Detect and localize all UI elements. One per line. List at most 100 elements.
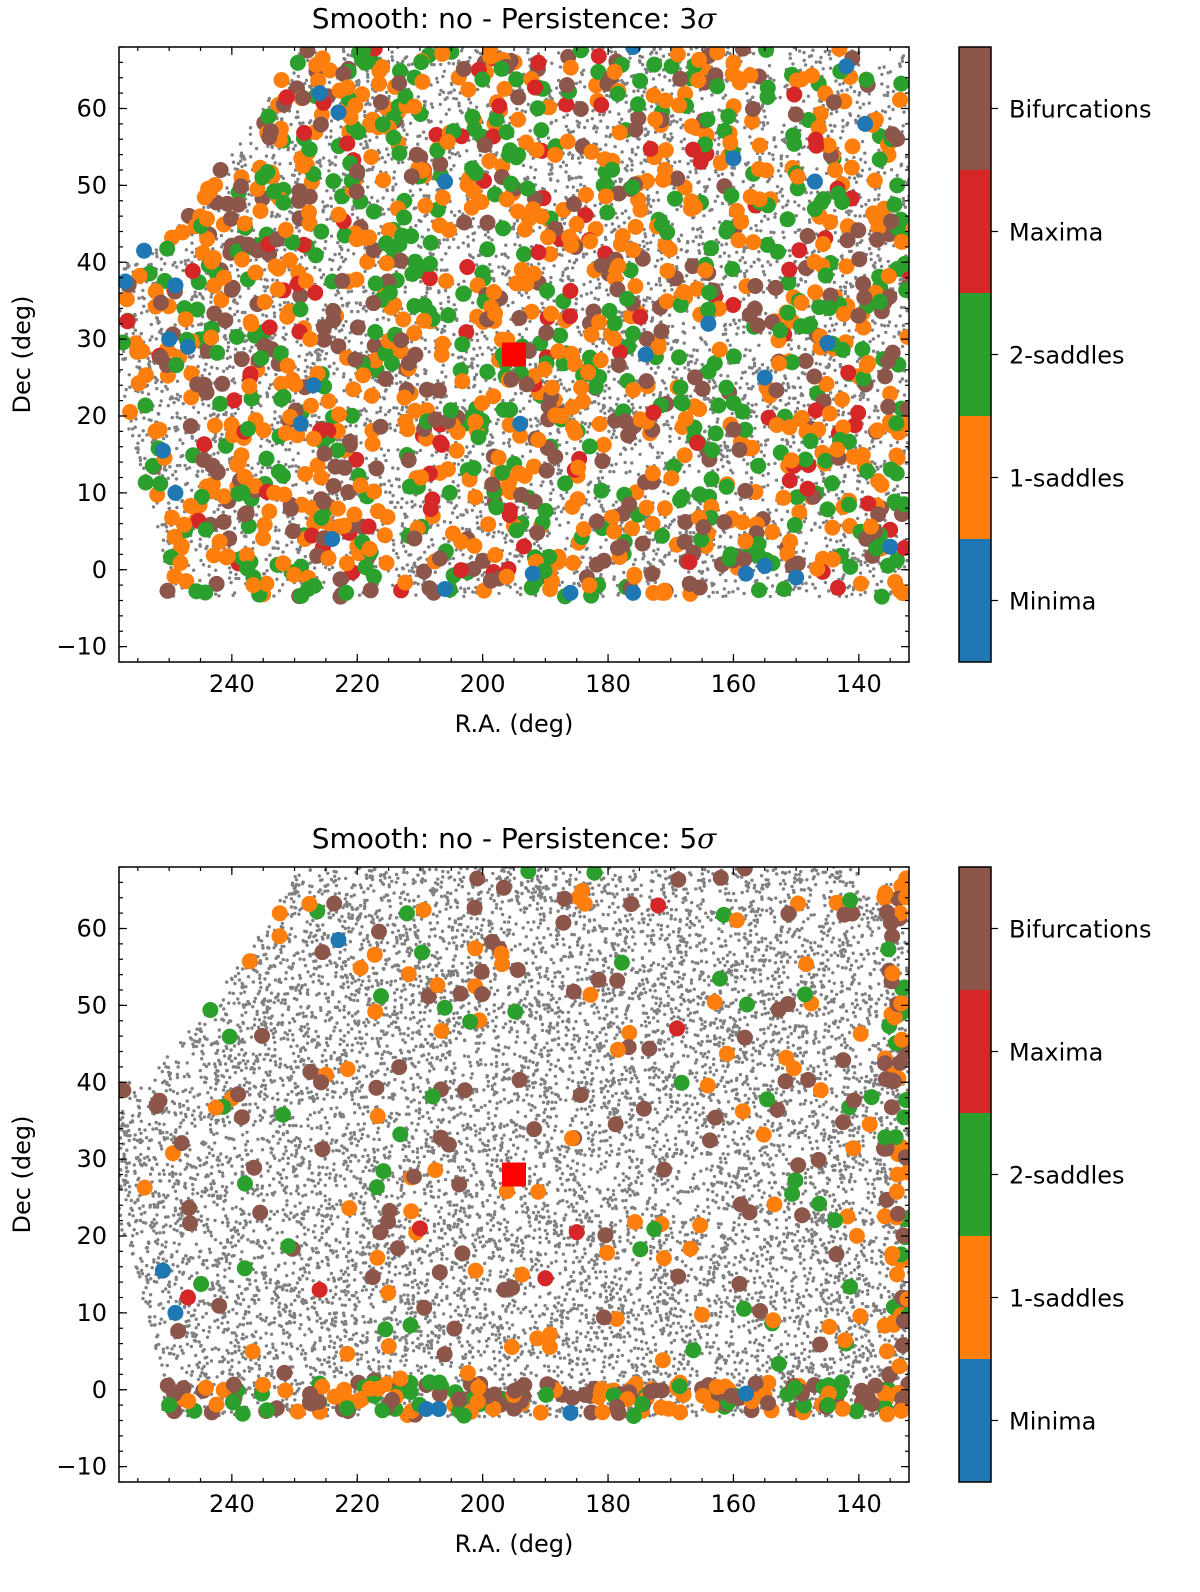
gas-point bbox=[392, 170, 397, 174]
gas-point bbox=[772, 78, 776, 83]
gas-point bbox=[478, 526, 482, 531]
gas-point bbox=[452, 303, 456, 307]
gas-point bbox=[654, 552, 659, 556]
gas-point bbox=[837, 497, 841, 501]
gas-point bbox=[450, 511, 455, 515]
gas-point bbox=[518, 553, 522, 557]
gas-point bbox=[331, 515, 335, 519]
gas-point bbox=[380, 156, 384, 160]
gas-point bbox=[695, 348, 699, 353]
gas-point bbox=[325, 204, 330, 208]
gas-point bbox=[720, 282, 724, 287]
gas-point bbox=[528, 449, 533, 453]
gas-point bbox=[367, 201, 372, 205]
gas-point bbox=[397, 412, 401, 416]
gas-point bbox=[190, 488, 194, 492]
gas-point bbox=[616, 397, 620, 401]
gas-point bbox=[899, 305, 904, 310]
gas-point bbox=[529, 482, 533, 487]
gas-point bbox=[735, 250, 739, 254]
gas-point bbox=[866, 481, 870, 485]
gas-point bbox=[752, 260, 756, 264]
gas-point bbox=[137, 434, 141, 438]
gas-point bbox=[582, 282, 586, 287]
gas-point bbox=[733, 321, 738, 326]
gas-point bbox=[612, 575, 616, 579]
gas-point bbox=[863, 160, 867, 164]
gas-point bbox=[630, 461, 634, 465]
gas-point bbox=[230, 153, 234, 157]
gas-point bbox=[277, 589, 282, 593]
gas-point bbox=[517, 290, 521, 295]
gas-point bbox=[375, 199, 380, 203]
gas-point bbox=[387, 479, 391, 483]
gas-point bbox=[587, 503, 591, 507]
gas-point bbox=[618, 120, 622, 125]
gas-point bbox=[877, 148, 881, 152]
gas-point bbox=[284, 332, 288, 336]
gas-point bbox=[894, 324, 898, 328]
gas-point bbox=[284, 462, 288, 467]
gas-point bbox=[184, 482, 188, 487]
gas-point bbox=[504, 533, 509, 537]
gas-point bbox=[443, 97, 447, 102]
gas-point bbox=[820, 439, 824, 444]
gas-point bbox=[468, 56, 472, 60]
gas-point bbox=[678, 117, 683, 122]
gas-point bbox=[767, 462, 771, 466]
gas-point bbox=[641, 170, 645, 174]
gas-point bbox=[668, 434, 672, 439]
gas-point bbox=[362, 109, 367, 114]
gas-point bbox=[334, 155, 338, 159]
gas-point bbox=[827, 329, 832, 333]
gas-point bbox=[780, 130, 784, 134]
gas-point bbox=[410, 62, 414, 66]
gas-point bbox=[716, 173, 721, 178]
gas-point bbox=[175, 379, 180, 383]
gas-point bbox=[460, 355, 464, 359]
gas-point bbox=[787, 248, 792, 253]
gas-point bbox=[127, 373, 131, 377]
gas-point bbox=[488, 440, 492, 444]
gas-point bbox=[451, 556, 456, 561]
gas-point bbox=[140, 390, 144, 395]
gas-point bbox=[774, 295, 778, 299]
gas-point bbox=[486, 230, 490, 234]
gas-point bbox=[441, 363, 445, 367]
gas-point bbox=[364, 333, 368, 337]
gas-point bbox=[639, 161, 643, 165]
gas-point bbox=[630, 402, 634, 407]
gas-point bbox=[342, 389, 346, 393]
gas-point bbox=[848, 584, 852, 588]
gas-point bbox=[898, 278, 902, 282]
gas-point bbox=[784, 388, 788, 393]
gas-point bbox=[876, 416, 881, 420]
gas-point bbox=[782, 235, 786, 240]
gas-point bbox=[762, 453, 766, 458]
gas-point bbox=[849, 209, 853, 213]
gas-point bbox=[717, 108, 721, 112]
gas-point bbox=[375, 135, 379, 139]
gas-point bbox=[136, 450, 140, 455]
gas-point bbox=[475, 87, 480, 92]
gas-point bbox=[228, 570, 233, 575]
gas-point bbox=[414, 224, 418, 228]
gas-point bbox=[450, 152, 454, 156]
gas-point bbox=[668, 522, 672, 527]
gas-point bbox=[873, 461, 877, 466]
gas-point bbox=[578, 161, 582, 165]
gas-point bbox=[266, 466, 270, 470]
gas-point bbox=[290, 464, 294, 468]
gas-point bbox=[598, 112, 602, 117]
gas-point bbox=[320, 349, 324, 353]
gas-point bbox=[766, 217, 770, 221]
gas-point bbox=[802, 207, 806, 211]
gas-point bbox=[278, 415, 282, 419]
gas-point bbox=[447, 91, 451, 95]
gas-point bbox=[160, 523, 164, 527]
gas-point bbox=[576, 325, 580, 329]
gas-point bbox=[802, 404, 806, 408]
gas-point bbox=[556, 464, 561, 468]
gas-point bbox=[511, 398, 515, 402]
gas-point bbox=[678, 67, 683, 71]
